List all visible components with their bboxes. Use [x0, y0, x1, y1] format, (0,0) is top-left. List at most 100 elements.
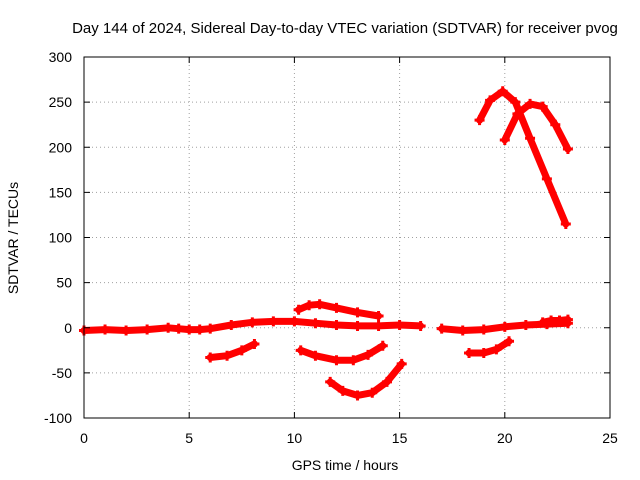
data-point: [205, 323, 216, 334]
data-point: [457, 325, 468, 336]
data-point: [331, 320, 342, 331]
data-point: [562, 314, 573, 325]
grid: [84, 57, 610, 418]
series-track-h: [474, 86, 571, 229]
data-point: [184, 324, 195, 335]
data-point: [310, 318, 321, 329]
data-point: [293, 304, 304, 315]
data-point: [222, 350, 233, 361]
y-tick-label: 300: [49, 49, 73, 65]
series-track-e: [295, 340, 388, 366]
y-tick-label: 50: [56, 275, 72, 291]
data-point: [236, 345, 247, 356]
y-tick-label: 100: [49, 230, 73, 246]
data-point: [163, 322, 174, 333]
data-point: [325, 376, 336, 387]
series-track-c: [293, 299, 384, 322]
series-track-j: [537, 314, 573, 328]
data-point: [314, 299, 325, 310]
series-track-g: [464, 336, 515, 359]
series-line: [326, 360, 406, 399]
data-point: [352, 307, 363, 318]
data-point: [562, 144, 573, 155]
data-point: [352, 390, 363, 401]
data-point: [377, 340, 388, 351]
data-point: [381, 376, 392, 387]
data-point: [560, 218, 571, 229]
data-point: [499, 321, 510, 332]
data-point: [485, 95, 496, 106]
y-tick-label: 250: [49, 94, 73, 110]
data-point: [478, 324, 489, 335]
data-point: [310, 350, 321, 361]
data-point: [367, 387, 378, 398]
data-point: [464, 348, 475, 359]
x-tick-label: 0: [80, 430, 88, 446]
x-tick-label: 15: [392, 430, 408, 446]
series-track-i: [499, 98, 573, 155]
x-tick-label: 20: [497, 430, 513, 446]
x-axis-label: GPS time / hours: [292, 457, 399, 473]
data-point: [289, 316, 300, 327]
data-point: [363, 349, 374, 360]
data-point: [100, 324, 111, 335]
data-point: [268, 316, 279, 327]
data-point: [436, 323, 447, 334]
data-point: [546, 315, 557, 326]
data-point: [520, 320, 531, 331]
series-line: [206, 340, 258, 361]
data-point: [373, 311, 384, 322]
data-point: [478, 348, 489, 359]
data-point: [249, 338, 260, 349]
data-point: [537, 317, 548, 328]
data-point: [474, 115, 485, 126]
y-tick-labels: -100 -50 0 50 100 150 200 250 300: [44, 49, 72, 426]
data-point: [304, 300, 315, 311]
y-tick-label: 200: [49, 139, 73, 155]
data-point: [142, 324, 153, 335]
data-point: [247, 317, 258, 328]
data-point: [541, 173, 552, 184]
data-point: [352, 320, 363, 331]
series-track-a: [79, 316, 426, 336]
y-axis-label: SDTVAR / TECUs: [5, 182, 21, 294]
series-layer: [79, 86, 573, 401]
data-point: [226, 320, 237, 331]
data-point: [415, 320, 426, 331]
x-tick-label: 25: [602, 430, 618, 446]
data-point: [331, 355, 342, 366]
data-point: [537, 101, 548, 112]
x-tick-labels: 0 5 10 15 20 25: [80, 430, 618, 446]
y-tick-label: -50: [52, 365, 72, 381]
y-tick-label: -100: [44, 410, 72, 426]
data-point: [348, 355, 359, 366]
series-line: [465, 337, 513, 357]
x-tick-label: 5: [185, 430, 193, 446]
data-point: [205, 352, 216, 363]
data-point: [194, 324, 205, 335]
chart-title: Day 144 of 2024, Sidereal Day-to-day VTE…: [72, 20, 618, 37]
data-point: [295, 345, 306, 356]
y-tick-label: 0: [64, 320, 72, 336]
data-point: [497, 86, 508, 97]
data-point: [525, 133, 536, 144]
data-point: [491, 344, 502, 355]
data-point: [525, 98, 536, 109]
data-point: [373, 320, 384, 331]
data-point: [550, 119, 561, 130]
data-point: [512, 108, 523, 119]
data-point: [499, 135, 510, 146]
data-point: [510, 97, 521, 108]
data-point: [394, 320, 405, 331]
data-point: [396, 358, 407, 369]
data-point: [121, 325, 132, 336]
data-point: [173, 323, 184, 334]
ticks: [83, 56, 611, 419]
data-point: [337, 385, 348, 396]
data-point: [554, 315, 565, 326]
data-point: [331, 302, 342, 313]
x-tick-label: 10: [287, 430, 303, 446]
y-tick-label: 150: [49, 184, 73, 200]
